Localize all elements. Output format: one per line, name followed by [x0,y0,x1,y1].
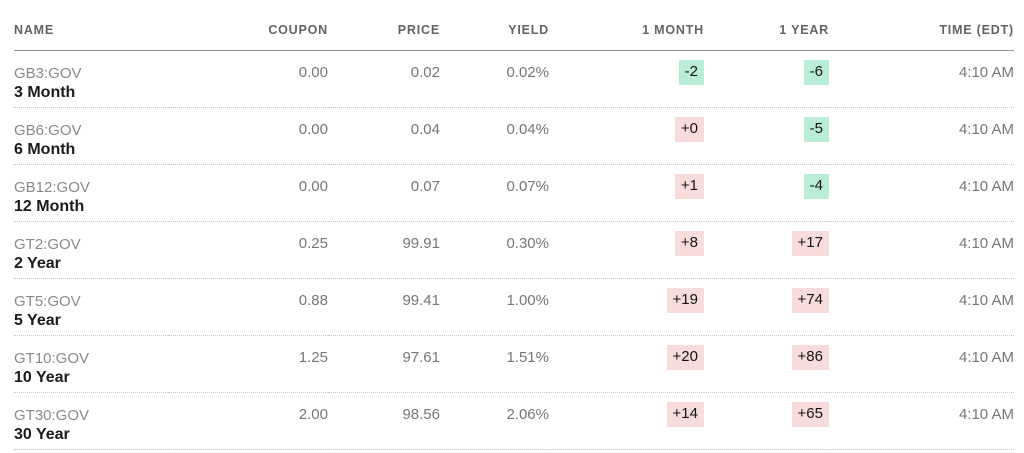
1-year-cell: +17 [704,221,829,279]
1-month-cell: +0 [549,107,704,165]
government-bonds-table: NAME COUPON PRICE YIELD 1 MONTH 1 YEAR TIME (E… [14,0,1014,450]
1-month-change-badge: +14 [666,402,704,427]
1-year-change-badge: +74 [791,288,829,313]
column-header-name: NAME [14,0,168,51]
1-month-change-badge: +19 [666,288,704,313]
ticker-link[interactable]: GT10:GOV [14,350,90,367]
1-year-cell: -4 [704,164,829,222]
maturity-label: 30 Year [14,426,70,443]
time-value: 4:10 AM [829,392,1014,450]
price-value: 97.61 [328,335,440,393]
column-header-m1: 1 MONTH [549,0,704,51]
coupon-value: 0.88 [168,278,328,336]
table-row: GB3:GOV 3 Month 0.00 0.02 0.02% -2 -6 4:10 AM [14,50,1014,108]
name-cell: GB12:GOV 12 Month [14,164,168,222]
coupon-value: 0.00 [168,50,328,108]
ticker-link[interactable]: GT5:GOV [14,293,81,310]
1-month-change-badge: +1 [674,174,704,199]
yield-value: 0.02% [440,50,549,108]
name-cell: GT30:GOV 30 Year [14,392,168,450]
column-header-yield: YIELD [440,0,549,51]
ticker-link[interactable]: GB6:GOV [14,122,82,139]
1-year-change-badge: +65 [791,402,829,427]
table-row: GB12:GOV 12 Month 0.00 0.07 0.07% +1 -4 4:10 AM [14,164,1014,222]
table-row: GT30:GOV 30 Year 2.00 98.56 2.06% +14 +65 4:10 … [14,392,1014,450]
coupon-value: 2.00 [168,392,328,450]
time-value: 4:10 AM [829,50,1014,108]
time-value: 4:10 AM [829,164,1014,222]
1-month-cell: -2 [549,50,704,108]
name-cell: GT2:GOV 2 Year [14,221,168,279]
1-year-cell: +65 [704,392,829,450]
price-value: 99.91 [328,221,440,279]
1-month-change-badge: -2 [678,60,704,85]
table-row: GT5:GOV 5 Year 0.88 99.41 1.00% +19 +74 4:10 AM [14,278,1014,336]
table-row: GT10:GOV 10 Year 1.25 97.61 1.51% +20 +86 4:10 … [14,335,1014,393]
1-year-change-badge: +17 [791,231,829,256]
ticker-link[interactable]: GB12:GOV [14,179,90,196]
name-cell: GB6:GOV 6 Month [14,107,168,165]
1-year-change-badge: -4 [803,174,829,199]
ticker-link[interactable]: GB3:GOV [14,65,82,82]
column-header-y1: 1 YEAR [704,0,829,51]
1-month-cell: +20 [549,335,704,393]
yield-value: 2.06% [440,392,549,450]
time-value: 4:10 AM [829,221,1014,279]
1-month-cell: +8 [549,221,704,279]
time-value: 4:10 AM [829,335,1014,393]
ticker-link[interactable]: GT30:GOV [14,407,90,424]
ticker-link[interactable]: GT2:GOV [14,236,81,253]
name-cell: GB3:GOV 3 Month [14,50,168,108]
yield-value: 0.07% [440,164,549,222]
table-header-row: NAME COUPON PRICE YIELD 1 MONTH 1 YEAR TIME (E… [14,0,1014,51]
coupon-value: 0.25 [168,221,328,279]
maturity-label: 12 Month [14,198,85,215]
coupon-value: 0.00 [168,164,328,222]
time-value: 4:10 AM [829,107,1014,165]
column-header-coupon: COUPON [168,0,328,51]
yield-value: 0.04% [440,107,549,165]
maturity-label: 6 Month [14,141,76,158]
1-year-cell: -5 [704,107,829,165]
table-row: GB6:GOV 6 Month 0.00 0.04 0.04% +0 -5 4:10 AM [14,107,1014,165]
coupon-value: 0.00 [168,107,328,165]
yield-value: 1.51% [440,335,549,393]
1-year-cell: -6 [704,50,829,108]
coupon-value: 1.25 [168,335,328,393]
maturity-label: 3 Month [14,84,76,101]
price-value: 0.07 [328,164,440,222]
1-year-change-badge: +86 [791,345,829,370]
name-cell: GT10:GOV 10 Year [14,335,168,393]
1-year-change-badge: -6 [803,60,829,85]
1-year-change-badge: -5 [803,117,829,142]
1-year-cell: +74 [704,278,829,336]
time-value: 4:10 AM [829,278,1014,336]
maturity-label: 10 Year [14,369,70,386]
1-month-cell: +1 [549,164,704,222]
price-value: 99.41 [328,278,440,336]
column-header-time: TIME (EDT) [829,0,1014,51]
maturity-label: 5 Year [14,312,61,329]
1-month-change-badge: +8 [674,231,704,256]
price-value: 98.56 [328,392,440,450]
yield-value: 1.00% [440,278,549,336]
1-month-cell: +14 [549,392,704,450]
yield-value: 0.30% [440,221,549,279]
price-value: 0.04 [328,107,440,165]
maturity-label: 2 Year [14,255,61,272]
1-month-change-badge: +0 [674,117,704,142]
name-cell: GT5:GOV 5 Year [14,278,168,336]
1-year-cell: +86 [704,335,829,393]
column-header-price: PRICE [328,0,440,51]
table-row: GT2:GOV 2 Year 0.25 99.91 0.30% +8 +17 4:10 AM [14,221,1014,279]
1-month-change-badge: +20 [666,345,704,370]
1-month-cell: +19 [549,278,704,336]
price-value: 0.02 [328,50,440,108]
